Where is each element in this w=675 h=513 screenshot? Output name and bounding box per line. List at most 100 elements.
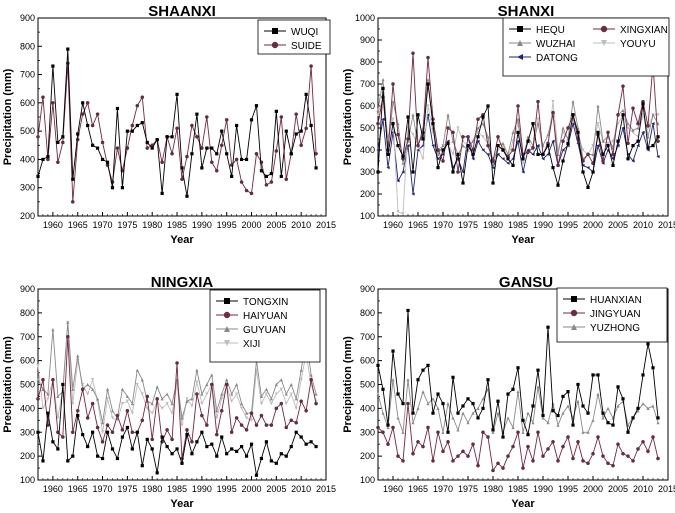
data-point: [309, 373, 313, 377]
data-point: [71, 387, 75, 391]
data-point: [641, 439, 645, 444]
data-point: [105, 397, 110, 401]
data-point: [185, 399, 189, 403]
data-point: [100, 439, 105, 444]
data-point: [476, 406, 480, 410]
data-point: [461, 144, 465, 148]
data-point: [516, 130, 520, 134]
data-point: [466, 397, 470, 401]
data-point: [426, 402, 430, 406]
data-point: [501, 466, 505, 470]
data-point: [165, 444, 169, 449]
data-point: [446, 126, 450, 130]
data-point: [411, 51, 415, 56]
data-point: [636, 406, 640, 410]
data-point: [85, 416, 90, 420]
data-point: [596, 122, 600, 126]
data-point: [125, 394, 129, 399]
data-point: [225, 452, 229, 456]
data-point: [81, 101, 85, 105]
data-point: [314, 392, 318, 396]
legend-label-guyuan: GUYUAN: [243, 325, 286, 336]
data-point: [436, 430, 440, 435]
y-tick-label: 300: [20, 183, 35, 193]
data-point: [289, 152, 293, 156]
data-point: [426, 78, 430, 82]
x-tick-label: 2015: [316, 484, 336, 494]
data-point: [190, 439, 194, 444]
data-point: [209, 382, 214, 387]
data-point: [386, 425, 390, 430]
data-point: [46, 155, 50, 159]
data-point: [376, 425, 380, 430]
data-point: [561, 148, 565, 152]
data-point: [651, 113, 655, 117]
data-point: [656, 155, 660, 159]
data-point: [511, 425, 515, 430]
data-point: [406, 401, 410, 406]
data-point: [506, 454, 510, 458]
data-point: [224, 382, 229, 387]
data-point: [289, 382, 293, 387]
data-point: [95, 397, 100, 401]
data-point: [135, 103, 140, 108]
data-point: [91, 387, 95, 391]
series-xingxian: [376, 51, 660, 174]
data-point: [249, 442, 254, 446]
data-point: [279, 401, 284, 406]
data-point: [56, 447, 60, 451]
data-point: [411, 421, 415, 425]
y-tick-label: 500: [360, 123, 375, 133]
data-point: [516, 139, 520, 143]
data-point: [656, 456, 660, 461]
data-point: [234, 416, 239, 420]
data-point: [391, 378, 395, 382]
data-point: [200, 413, 204, 418]
data-point: [36, 430, 40, 434]
data-point: [556, 163, 560, 168]
data-point: [205, 423, 209, 427]
data-point: [130, 411, 134, 415]
data-point: [125, 425, 129, 430]
data-point: [536, 385, 540, 389]
x-tick-label: 2000: [242, 220, 262, 230]
x-tick-label: 2005: [266, 220, 286, 230]
data-point: [606, 141, 610, 145]
data-point: [411, 451, 415, 456]
data-point: [269, 402, 273, 406]
data-point: [541, 454, 545, 458]
data-point: [239, 423, 244, 427]
data-point: [636, 447, 640, 451]
data-point: [601, 411, 605, 415]
data-point: [481, 135, 485, 139]
data-point: [386, 442, 390, 446]
data-point: [150, 146, 154, 150]
y-tick-label: 300: [360, 167, 375, 177]
data-point: [110, 416, 115, 420]
x-tick-label: 1975: [458, 484, 478, 494]
data-point: [656, 135, 660, 139]
y-tick-label: 1000: [355, 13, 375, 23]
data-point: [150, 447, 154, 451]
y-tick-label: 900: [360, 284, 375, 294]
data-point: [95, 425, 100, 430]
x-tick-label: 2010: [291, 484, 311, 494]
data-point: [556, 423, 560, 427]
data-point: [160, 160, 164, 165]
x-tick-label: 1960: [383, 220, 403, 230]
data-point: [406, 137, 410, 141]
data-point: [441, 148, 445, 152]
data-point: [376, 113, 380, 117]
data-point: [219, 143, 224, 148]
data-point: [269, 171, 273, 176]
data-point: [646, 146, 650, 150]
data-point: [586, 461, 590, 466]
data-point: [496, 152, 500, 156]
data-point: [456, 152, 460, 156]
data-point: [145, 394, 150, 399]
y-tick-label: 400: [360, 403, 375, 413]
data-point: [381, 430, 385, 435]
data-point: [90, 123, 95, 128]
series-line-youyu: [377, 97, 658, 215]
data-point: [200, 402, 204, 406]
